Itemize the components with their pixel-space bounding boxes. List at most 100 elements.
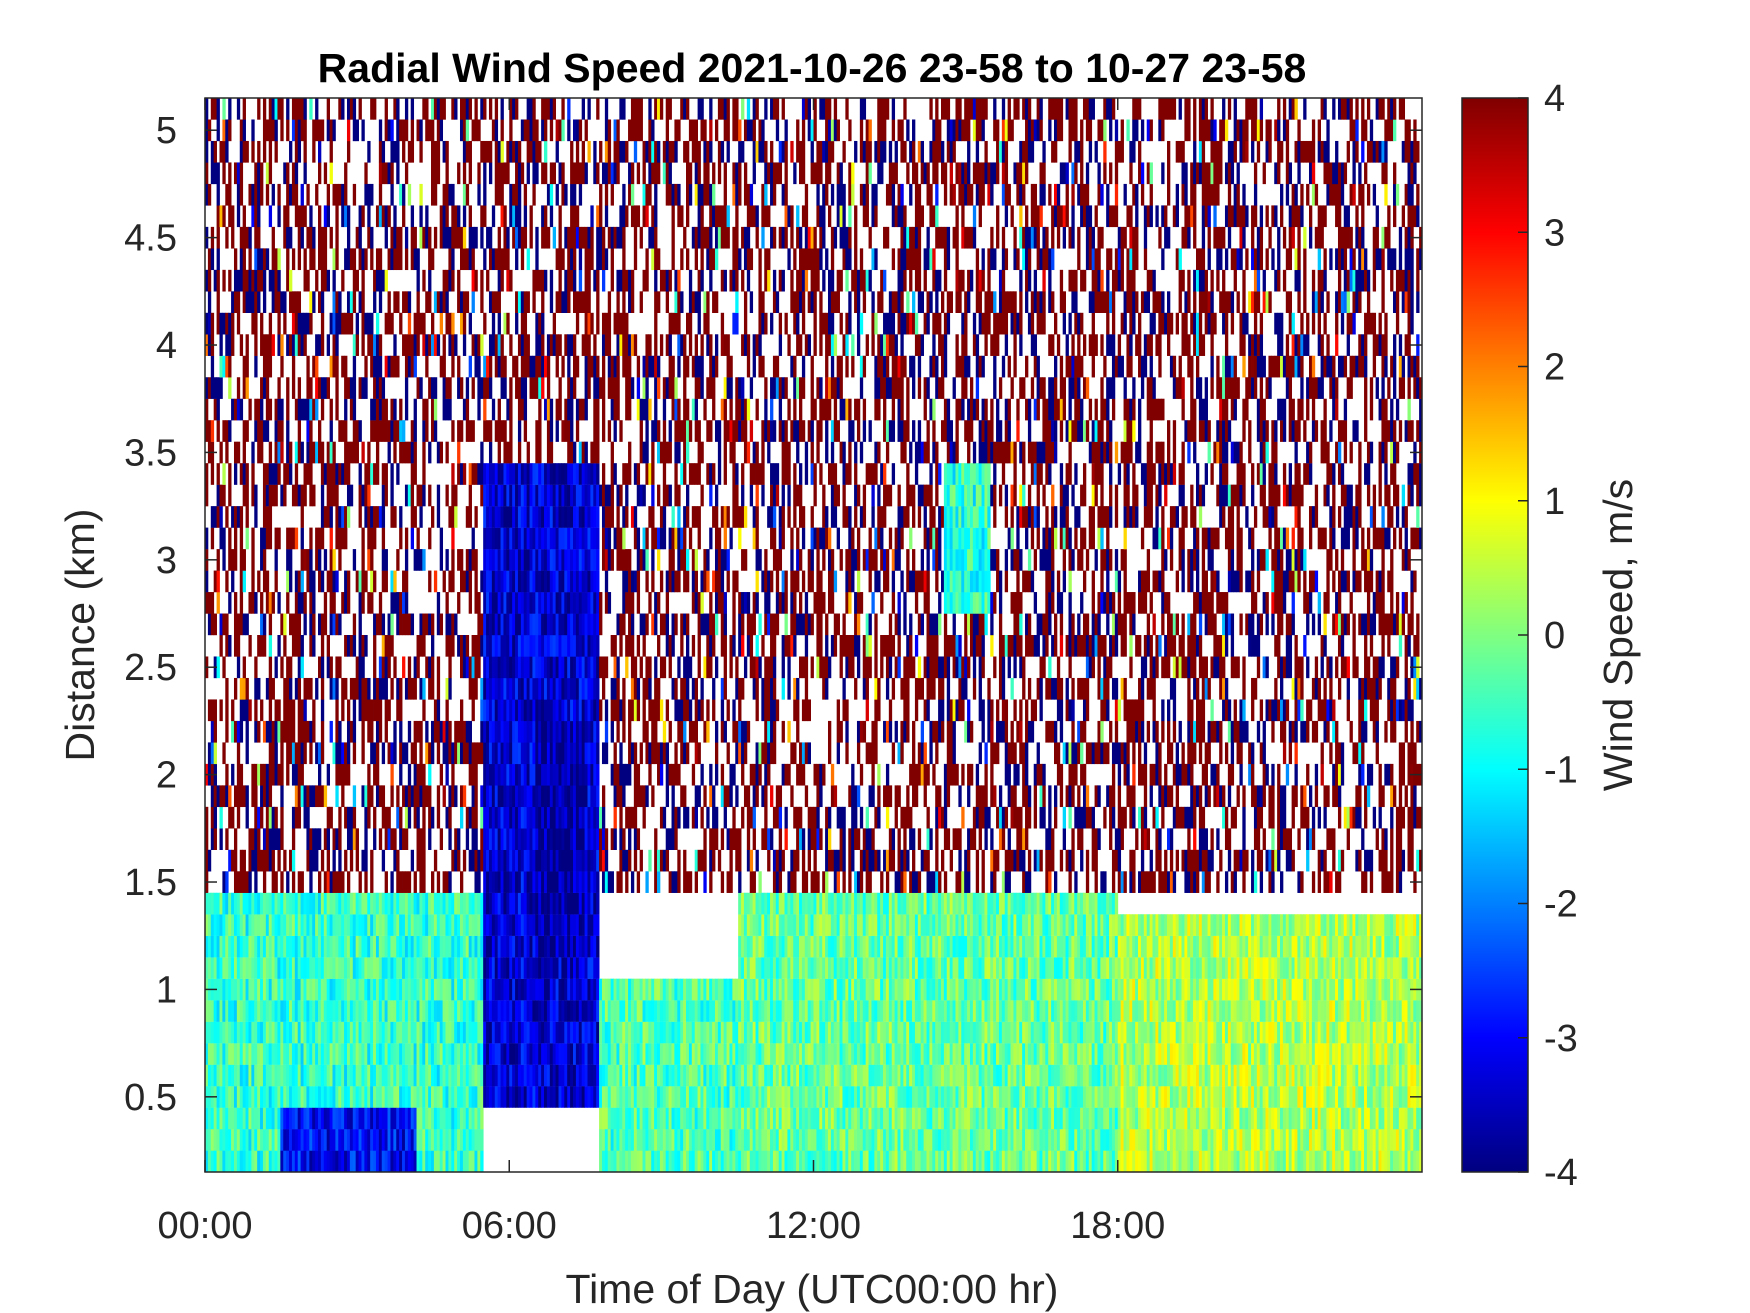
- heatmap-cell: [228, 1000, 232, 1022]
- heatmap-cell: [213, 892, 217, 915]
- heatmap-cell: [486, 763, 490, 786]
- heatmap-cell: [346, 1000, 351, 1022]
- heatmap-cell: [236, 742, 241, 829]
- heatmap-cell: [439, 355, 444, 378]
- heatmap-cell: [622, 463, 626, 485]
- heatmap-cell: [433, 226, 438, 249]
- heatmap-cell: [257, 935, 261, 958]
- heatmap-cell: [532, 527, 536, 550]
- heatmap-cell: [651, 1086, 655, 1108]
- heatmap-cell: [587, 570, 591, 593]
- heatmap-cell: [367, 312, 371, 335]
- heatmap-cell: [671, 1107, 675, 1130]
- heatmap-cell: [668, 527, 672, 550]
- heatmap-cell: [581, 549, 585, 571]
- heatmap-cell: [671, 785, 675, 850]
- heatmap-cell: [396, 1064, 400, 1087]
- heatmap-cell: [515, 763, 519, 786]
- heatmap-cell: [564, 269, 568, 313]
- heatmap-cell: [544, 269, 548, 292]
- heatmap-cell: [451, 1021, 455, 1044]
- heatmap-cell: [341, 957, 345, 979]
- heatmap-cell: [402, 978, 406, 1001]
- heatmap-cell: [526, 849, 530, 872]
- heatmap-cell: [486, 978, 490, 1001]
- heatmap-cell: [335, 1000, 339, 1022]
- heatmap-cell: [549, 269, 554, 313]
- heatmap-cell: [300, 785, 304, 808]
- heatmap-cell: [488, 98, 493, 120]
- heatmap-cell: [436, 1129, 441, 1151]
- heatmap-cell: [396, 849, 400, 893]
- heatmap-cell: [654, 828, 658, 893]
- heatmap-cell: [486, 677, 490, 700]
- heatmap-cell: [578, 742, 583, 765]
- heatmap-cell: [686, 635, 690, 700]
- heatmap-cell: [413, 334, 417, 356]
- heatmap-cell: [225, 978, 229, 1001]
- heatmap-cell: [428, 377, 432, 399]
- heatmap-cell: [651, 1129, 655, 1151]
- heatmap-cell: [378, 785, 383, 808]
- heatmap-cell: [262, 1129, 267, 1151]
- heatmap-cell: [471, 785, 475, 808]
- heatmap-cell: [526, 1000, 530, 1022]
- heatmap-cell: [419, 720, 423, 786]
- heatmap-cell: [468, 1086, 472, 1108]
- heatmap-cell: [245, 935, 249, 958]
- heatmap-cell: [567, 398, 571, 421]
- heatmap-cell: [231, 1129, 235, 1151]
- heatmap-cell: [628, 978, 632, 1001]
- heatmap-cell: [396, 699, 400, 722]
- heatmap-cell: [407, 1000, 412, 1022]
- heatmap-cell: [361, 914, 365, 936]
- heatmap-cell: [375, 1021, 380, 1044]
- heatmap-cell: [410, 978, 415, 1001]
- heatmap-cell: [529, 506, 533, 528]
- heatmap-cell: [280, 484, 284, 507]
- heatmap-cell: [390, 613, 394, 636]
- heatmap-cell: [515, 291, 519, 313]
- heatmap-cell: [625, 592, 629, 614]
- heatmap-cell: [396, 914, 400, 936]
- heatmap-cell: [219, 312, 223, 356]
- heatmap-cell: [561, 1064, 565, 1087]
- heatmap-cell: [367, 1107, 371, 1130]
- heatmap-cell: [375, 978, 380, 1001]
- heatmap-cell: [509, 484, 513, 507]
- heatmap-cell: [515, 978, 519, 1001]
- heatmap-cell: [480, 98, 484, 120]
- heatmap-cell: [445, 1107, 449, 1130]
- heatmap-cell: [346, 119, 351, 142]
- heatmap-cell: [578, 162, 583, 185]
- heatmap-cell: [657, 1107, 661, 1130]
- heatmap-cell: [291, 613, 296, 657]
- heatmap-cell: [648, 978, 652, 1001]
- heatmap-cell: [636, 1150, 641, 1173]
- heatmap-cell: [549, 677, 554, 700]
- heatmap-cell: [312, 914, 316, 936]
- heatmap-cell: [686, 871, 690, 893]
- heatmap-cell: [254, 355, 258, 378]
- heatmap-cell: [367, 892, 371, 915]
- heatmap-cell: [552, 463, 557, 485]
- heatmap-cell: [500, 463, 504, 485]
- heatmap-cell: [483, 720, 487, 743]
- heatmap-cell: [236, 269, 241, 292]
- heatmap-cell: [419, 226, 423, 249]
- heatmap-cell: [491, 871, 496, 893]
- heatmap-cell: [503, 377, 507, 399]
- heatmap-cell: [344, 355, 348, 399]
- heatmap-cell: [210, 441, 215, 485]
- heatmap-cell: [648, 1107, 652, 1130]
- heatmap-cell: [396, 785, 400, 808]
- heatmap-cell: [677, 570, 681, 593]
- heatmap-cell: [457, 1150, 461, 1173]
- heatmap-cell: [222, 871, 226, 893]
- heatmap-cell: [239, 935, 244, 958]
- heatmap-cell: [590, 205, 594, 228]
- heatmap-cell: [265, 935, 270, 958]
- heatmap-cell: [262, 957, 267, 979]
- heatmap-cell: [265, 1064, 270, 1087]
- heatmap-cell: [346, 377, 351, 399]
